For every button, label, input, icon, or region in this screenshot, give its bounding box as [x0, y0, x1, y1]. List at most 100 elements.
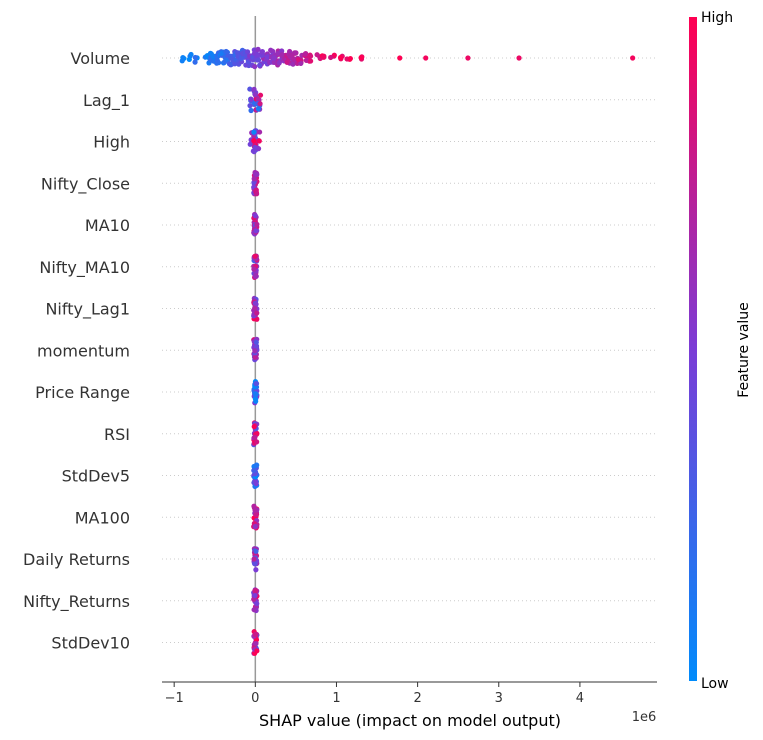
data-point [247, 141, 253, 147]
data-point [275, 50, 281, 57]
data-point [186, 56, 192, 63]
data-point [254, 648, 260, 654]
data-point [251, 556, 257, 562]
data-point [252, 631, 259, 638]
data-point [253, 398, 259, 404]
data-point [252, 434, 258, 440]
data-point [254, 310, 260, 316]
feature-label: MA10 [85, 216, 130, 235]
x-axis-title: SHAP value (impact on model output) [259, 711, 561, 730]
colorbar-low-label: Low [701, 676, 729, 692]
data-point [516, 55, 522, 61]
data-point [253, 301, 259, 307]
feature-label: RSI [104, 425, 130, 444]
data-point [252, 273, 259, 279]
data-point [256, 129, 263, 135]
feature-label: Nifty_MA10 [39, 258, 130, 278]
data-point [302, 51, 308, 57]
data-point [293, 50, 299, 56]
feature-label: Nifty_Close [41, 174, 130, 194]
data-point [252, 305, 258, 311]
data-point [252, 63, 258, 70]
feature-label: Price Range [35, 383, 130, 402]
grid-lines [162, 57, 657, 643]
data-point [252, 253, 258, 259]
x-tick-label: −1 [165, 691, 184, 706]
feature-label: MA100 [75, 508, 130, 527]
data-point [287, 52, 294, 58]
data-point [252, 524, 258, 530]
feature-labels: Volume Lag_1 High Nifty_Close MA10 Nifty_MA10… [23, 49, 130, 653]
data-point [210, 53, 216, 59]
data-point [252, 507, 258, 513]
data-point [251, 179, 257, 186]
data-point [251, 138, 257, 144]
data-point [251, 424, 257, 430]
data-point [337, 54, 344, 61]
feature-label: High [93, 133, 130, 152]
data-point [251, 266, 257, 272]
data-point [303, 57, 310, 63]
colorbar-title: Feature value [736, 302, 752, 398]
feature-label: StdDev5 [62, 467, 130, 486]
data-point [307, 53, 314, 59]
data-point [253, 587, 259, 594]
data-point [290, 61, 296, 67]
data-point [257, 92, 264, 98]
data-point [248, 107, 254, 114]
data-point [247, 103, 253, 109]
data-point [253, 462, 260, 468]
feature-label: Volume [70, 49, 130, 68]
data-point [253, 228, 259, 234]
data-point [358, 55, 364, 61]
data-point [298, 60, 304, 67]
data-point [254, 600, 260, 607]
data-point [238, 55, 244, 62]
data-point [223, 48, 229, 55]
data-point [179, 58, 185, 64]
x-tick-label: 1 [332, 691, 340, 706]
data-point [255, 96, 261, 103]
data-point [254, 221, 260, 227]
data-point [251, 561, 258, 567]
data-points [179, 46, 636, 656]
x-tick-label: 0 [251, 691, 259, 706]
x-axis-ticks: −1 0 1 2 3 4 [165, 682, 584, 706]
x-axis-offset-text: 1e6 [632, 710, 657, 725]
feature-label: momentum [37, 341, 130, 360]
data-point [253, 511, 259, 518]
colorbar-high-label: High [701, 10, 733, 26]
data-point [328, 54, 334, 61]
data-point [251, 607, 257, 613]
data-point [192, 59, 198, 65]
data-point [397, 55, 403, 61]
data-point [257, 62, 263, 68]
feature-label: Nifty_Returns [23, 592, 130, 612]
feature-label: StdDev10 [51, 634, 130, 653]
data-point [252, 348, 258, 354]
data-point [253, 392, 259, 398]
x-tick-label: 3 [495, 691, 503, 706]
data-point [254, 439, 260, 445]
data-point [465, 55, 471, 61]
data-point [268, 47, 274, 53]
data-point [254, 171, 260, 178]
data-point [253, 339, 259, 345]
data-point [253, 548, 259, 554]
data-point [251, 176, 257, 182]
data-point [253, 187, 259, 193]
data-point [423, 55, 429, 61]
data-point [252, 144, 258, 151]
x-tick-label: 2 [413, 691, 421, 706]
data-point [252, 91, 258, 97]
data-point [321, 54, 327, 60]
data-point [253, 567, 259, 573]
data-point [259, 49, 265, 55]
data-point [251, 467, 257, 474]
data-point [192, 54, 198, 61]
data-point [295, 56, 301, 63]
data-point [251, 86, 257, 92]
data-point [347, 55, 353, 62]
data-point [630, 55, 636, 61]
